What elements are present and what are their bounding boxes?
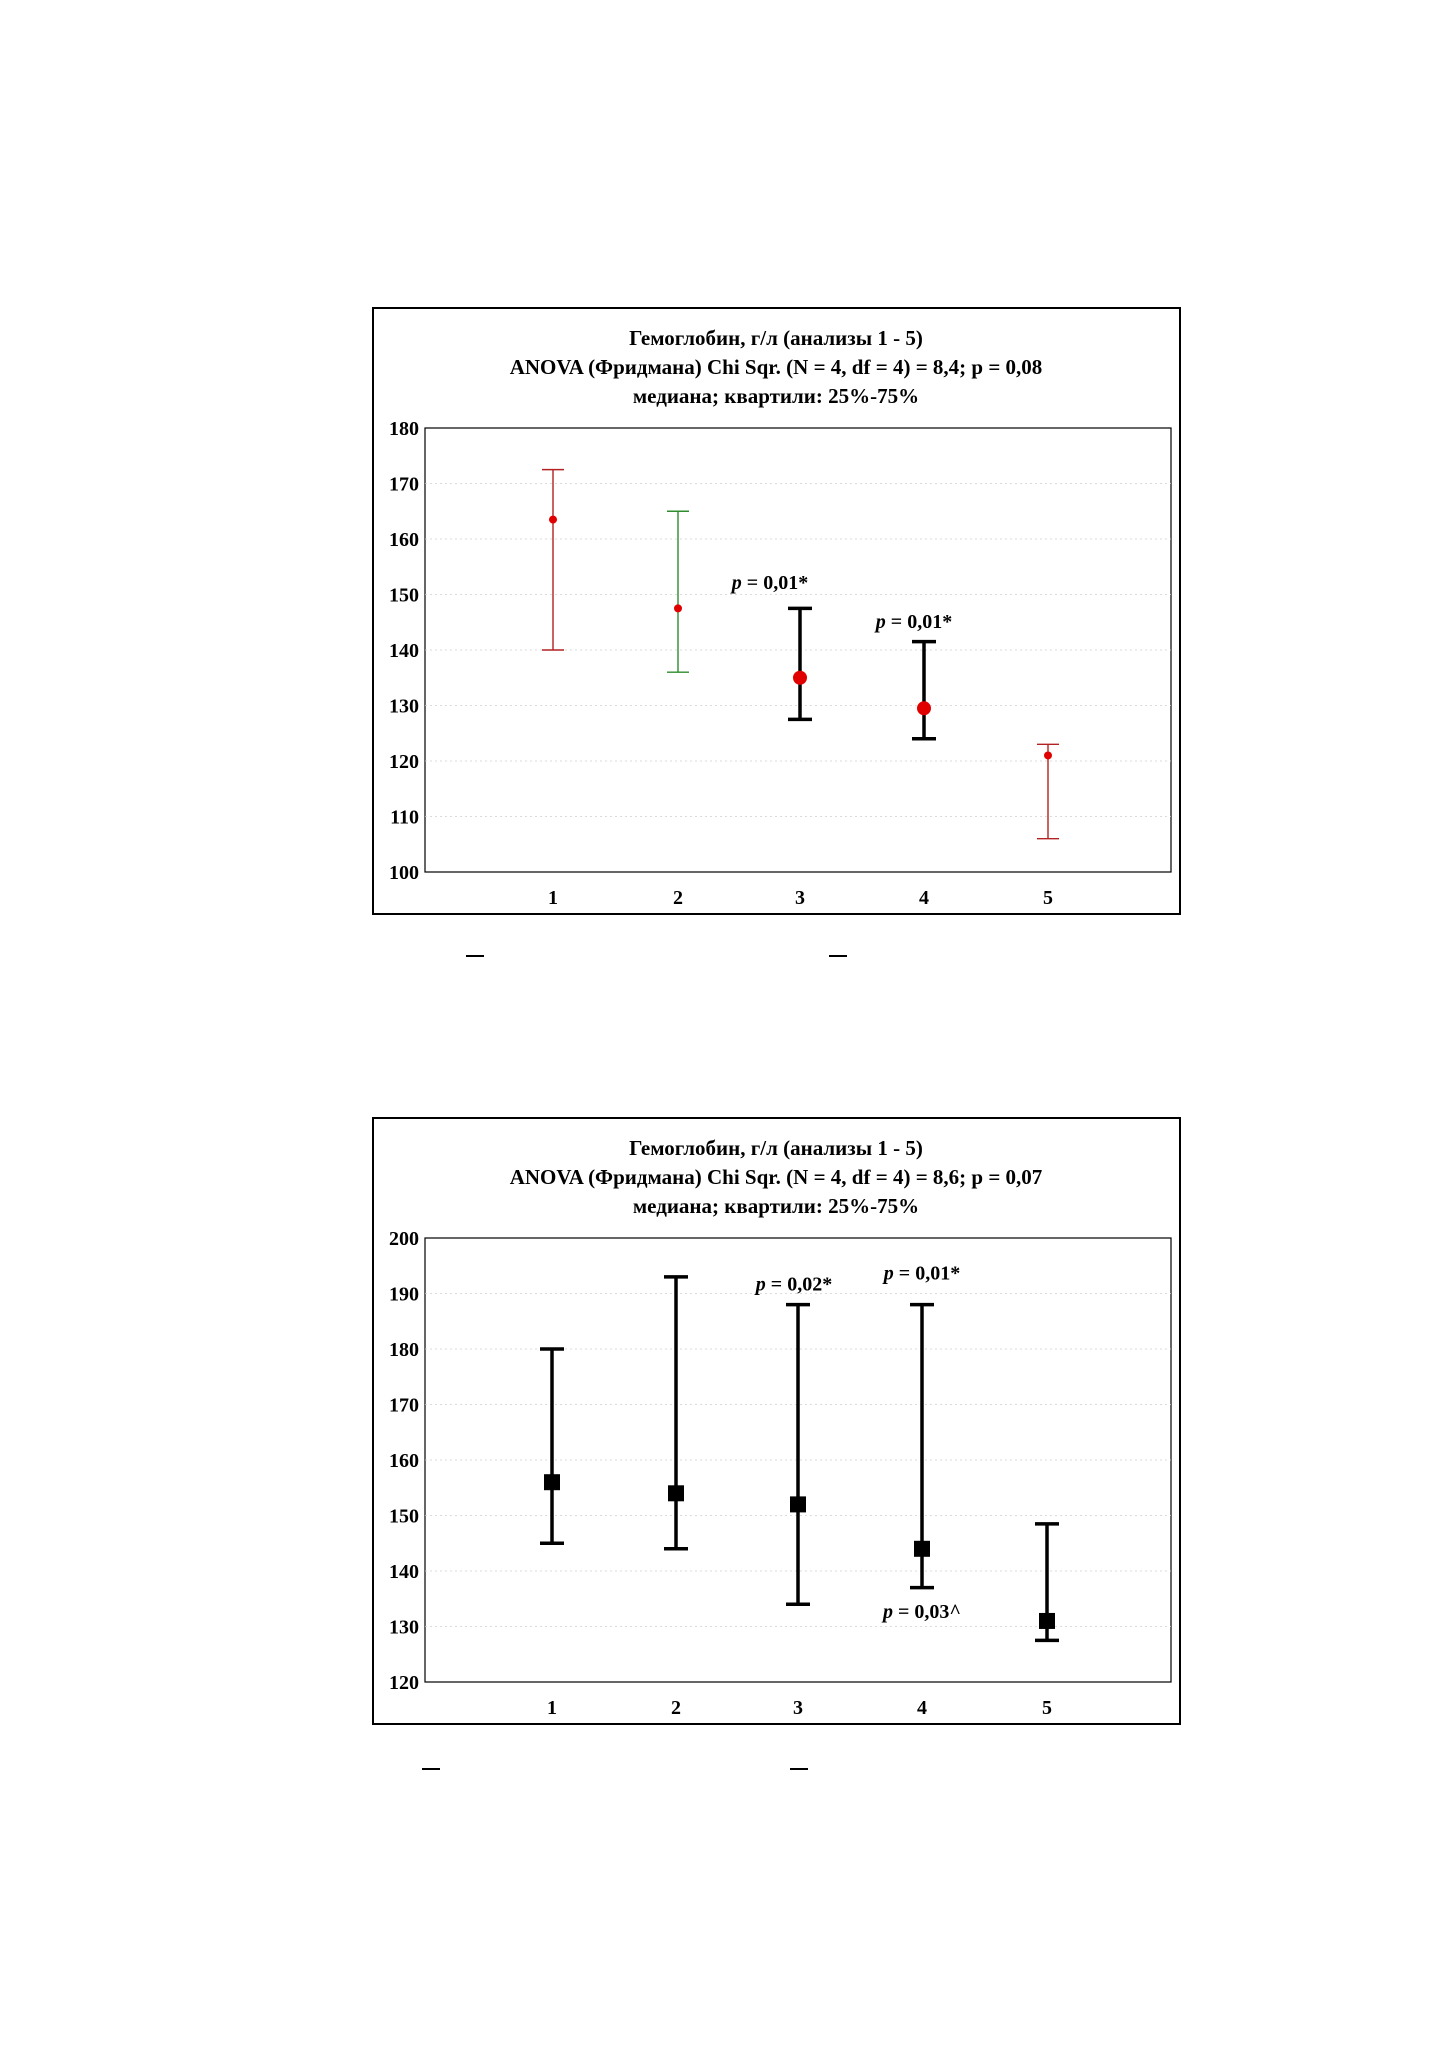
y-tick-label: 190: [389, 1284, 419, 1306]
median-marker: [1044, 751, 1052, 760]
median-marker: [544, 1474, 560, 1491]
x-tick-label: 5: [1043, 887, 1053, 909]
dash-mark: [790, 1768, 808, 1770]
x-tick-label: 2: [671, 1697, 681, 1719]
p-value-annotation: p = 0,01*: [874, 611, 952, 633]
y-tick-label: 120: [389, 1672, 419, 1694]
x-tick-label: 1: [547, 1697, 557, 1719]
p-value-annotation: p = 0,01*: [882, 1263, 960, 1285]
y-tick-label: 160: [389, 1450, 419, 1472]
median-marker: [1039, 1612, 1055, 1629]
y-tick-label: 100: [389, 862, 419, 884]
y-tick-label: 110: [390, 807, 419, 829]
chart-title-line: медиана; квартили: 25%-75%: [633, 384, 919, 408]
chart-title-line: Гемоглобин, г/л (анализы 1 - 5): [629, 326, 923, 350]
p-value-annotation: p = 0,01*: [730, 572, 808, 594]
x-tick-label: 3: [795, 887, 805, 909]
chart-title-line: ANOVA (Фридмана) Chi Sqr. (N = 4, df = 4…: [510, 355, 1043, 379]
x-tick-label: 3: [793, 1697, 803, 1719]
dash-mark: [422, 1768, 440, 1770]
x-tick-label: 2: [673, 887, 683, 909]
y-tick-label: 130: [389, 696, 419, 718]
dash-mark: [466, 955, 484, 957]
median-marker: [790, 1496, 806, 1513]
y-tick-label: 170: [389, 474, 419, 496]
hemoglobin-chart-1: Гемоглобин, г/л (анализы 1 - 5) ANOVA (Фр…: [372, 307, 1181, 915]
chart-title-line: ANOVA (Фридмана) Chi Sqr. (N = 4, df = 4…: [510, 1165, 1043, 1189]
chart-title-line: медиана; квартили: 25%-75%: [633, 1194, 919, 1218]
y-tick-label: 180: [389, 1339, 419, 1361]
y-tick-label: 150: [389, 585, 419, 607]
median-marker: [549, 515, 557, 524]
median-marker: [914, 1540, 930, 1557]
y-tick-label: 180: [389, 418, 419, 440]
x-tick-label: 4: [917, 1697, 927, 1719]
y-tick-label: 130: [389, 1617, 419, 1639]
y-tick-label: 120: [389, 751, 419, 773]
dash-mark: [829, 955, 847, 957]
p-value-annotation: p = 0,03^: [881, 1601, 961, 1623]
y-tick-label: 150: [389, 1506, 419, 1528]
y-tick-label: 200: [389, 1228, 419, 1250]
chart-1-svg: Гемоглобин, г/л (анализы 1 - 5) ANOVA (Фр…: [389, 326, 1172, 909]
p-value-annotation: p = 0,02*: [754, 1274, 832, 1296]
y-tick-label: 140: [389, 640, 419, 662]
x-tick-label: 1: [548, 887, 558, 909]
x-tick-label: 4: [919, 887, 929, 909]
y-tick-label: 160: [389, 529, 419, 551]
y-tick-label: 140: [389, 1561, 419, 1583]
chart-2-svg: Гемоглобин, г/л (анализы 1 - 5) ANOVA (Фр…: [389, 1136, 1172, 1719]
x-tick-label: 5: [1042, 1697, 1052, 1719]
chart-title-line: Гемоглобин, г/л (анализы 1 - 5): [629, 1136, 923, 1160]
hemoglobin-chart-2: Гемоглобин, г/л (анализы 1 - 5) ANOVA (Фр…: [372, 1117, 1181, 1725]
y-tick-label: 170: [389, 1395, 419, 1417]
median-marker: [793, 670, 807, 685]
median-marker: [917, 701, 931, 716]
median-marker: [668, 1485, 684, 1502]
median-marker: [674, 604, 682, 613]
